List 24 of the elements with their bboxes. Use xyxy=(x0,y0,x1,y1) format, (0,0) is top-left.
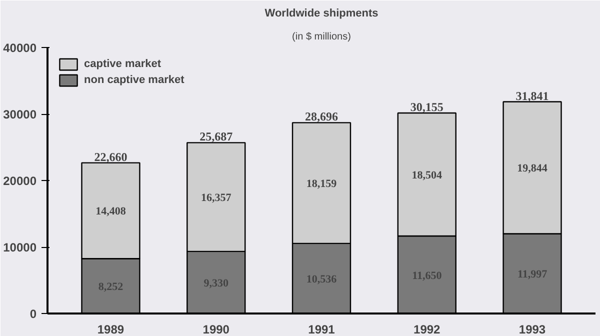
total-label: 25,687 xyxy=(200,130,233,144)
x-tick-label: 1993 xyxy=(518,322,546,336)
chart-title: Worldwide shipments xyxy=(264,8,378,20)
total-label: 28,696 xyxy=(305,110,338,124)
data-label: 14,408 xyxy=(96,206,126,218)
total-label: 31,841 xyxy=(516,88,549,103)
total-label: 30,155 xyxy=(410,100,444,114)
legend-label: captive market xyxy=(84,58,162,70)
data-label: 18,504 xyxy=(412,170,443,182)
data-label: 19,844 xyxy=(517,162,548,175)
y-tick-label: 10000 xyxy=(3,240,37,254)
data-label: 18,159 xyxy=(306,178,338,190)
data-label: 16,357 xyxy=(200,192,232,204)
x-tick-label: 1991 xyxy=(308,322,336,336)
chart-subtitle: (in $ millions) xyxy=(292,32,351,42)
y-tick-label: 40000 xyxy=(3,41,37,55)
y-tick-label: 30000 xyxy=(3,108,37,122)
legend-label: non captive market xyxy=(84,74,184,86)
y-tick-label: 0 xyxy=(30,307,37,321)
x-tick-label: 1992 xyxy=(414,322,441,336)
x-tick-label: 1989 xyxy=(97,322,124,336)
y-tick-label: 20000 xyxy=(3,174,37,188)
x-tick-label: 1990 xyxy=(202,322,230,336)
total-label: 22,660 xyxy=(94,150,128,164)
